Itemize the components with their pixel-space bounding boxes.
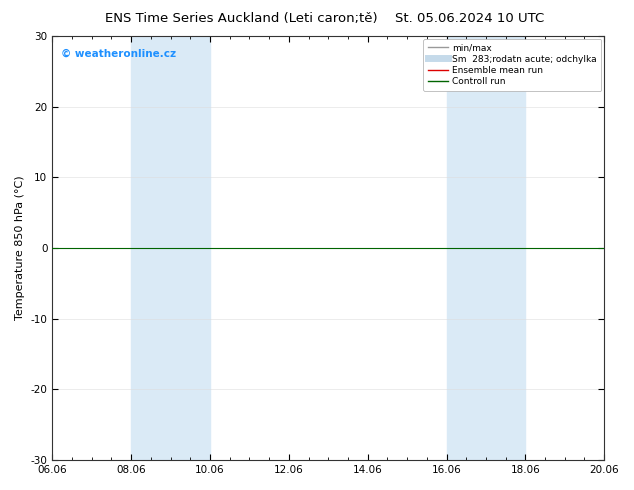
Text: St. 05.06.2024 10 UTC: St. 05.06.2024 10 UTC <box>394 12 544 25</box>
Text: © weatheronline.cz: © weatheronline.cz <box>61 49 176 59</box>
Bar <box>446 36 526 460</box>
Y-axis label: Temperature 850 hPa (°C): Temperature 850 hPa (°C) <box>15 176 25 320</box>
Bar <box>131 36 210 460</box>
Legend: min/max, Sm  283;rodatn acute; odchylka, Ensemble mean run, Controll run: min/max, Sm 283;rodatn acute; odchylka, … <box>424 39 602 91</box>
Text: ENS Time Series Auckland (Leti caron;tě): ENS Time Series Auckland (Leti caron;tě) <box>105 12 377 25</box>
